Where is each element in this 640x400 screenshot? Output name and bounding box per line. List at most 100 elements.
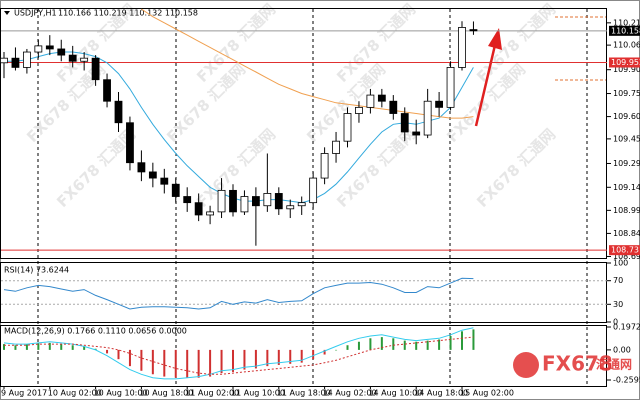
y-tick-label: 108.990 [613,206,640,215]
chart-title: USDJPY,H1 [14,9,57,18]
candle-body [0,57,8,64]
macd-bar [392,338,395,350]
candle-body [251,196,260,207]
candle-body [229,189,237,213]
macd-bar [186,349,189,378]
logo-icon [513,352,539,378]
arrow-head [488,28,502,50]
logo-brand: FX678 [542,352,613,376]
candle-body [91,57,100,81]
macd-bar [369,338,372,350]
candle-body [446,67,455,108]
macd-bar [37,342,40,350]
logo-cn: 汇通网 [596,357,632,372]
macd-bar [209,349,212,377]
candle-body [11,57,20,68]
macd-bar [380,337,383,350]
macd-bar [335,349,338,351]
candle-body [400,113,409,133]
candle-body [80,57,89,62]
y-tick-label: 109.295 [613,159,640,168]
candle-body [217,189,226,213]
macd-bar [289,349,292,364]
macd-bar [449,335,452,350]
x-tick-label: 15 Aug 02:00 [460,389,514,398]
y-tick-label: 0.1972 [613,323,640,332]
macd-bar [140,349,143,371]
x-tick-label: 14 Aug 02:00 [323,389,377,398]
arrow-shaft [474,44,497,127]
y-tick-label: 30 [613,300,623,309]
y-tick-label: 110.210 [613,18,640,27]
moving-average [141,8,474,119]
y-tick-label: 108.690 [613,252,640,261]
x-tick-label: 10 Aug 02:00 [48,389,102,398]
candle-body [240,196,249,213]
macd-bar [472,329,475,350]
macd-bar [128,349,131,367]
y-tick-label: 100 [613,259,628,268]
candle-body [332,140,340,154]
candle-body [137,162,146,173]
x-tick-label: 11 Aug 10:00 [231,389,285,398]
candle-body [297,202,306,207]
rsi-panel [0,262,607,323]
candle-body [103,79,111,102]
y-tick-label: 109.140 [613,183,640,192]
macd-bar [48,342,51,350]
main-panel [0,8,607,259]
macd-bar [220,349,223,374]
macd-bar [312,349,315,360]
moving-average [4,51,474,204]
candle-body [343,113,352,142]
candle-body [469,29,478,32]
candle-body [423,100,432,136]
price-tag-label: 109.952 [611,58,640,67]
candle-body [114,100,123,124]
macd-bar [106,349,109,354]
macd-line [3,327,474,380]
candle-body [45,45,54,50]
candle-body [389,100,398,114]
candle-body [68,54,77,62]
menu-icon [4,11,10,15]
y-tick-label: 109.600 [613,112,640,121]
ohlc-readout: 110.166 110.219 110.132 110.158 [58,9,198,18]
candle-body [34,45,43,53]
candle-body [22,51,31,68]
macd-panel [0,325,607,387]
macd-bar [94,348,97,350]
candle-body [377,94,386,102]
y-tick-label: 110.065 [613,41,640,50]
macd-bar [14,345,17,350]
candle-body [206,211,215,216]
candle-body [194,202,203,216]
candle-body [148,171,157,179]
y-tick-label: 109.905 [613,65,640,74]
price-tag [609,245,640,256]
macd-bar [71,345,74,350]
y-tick-label: 0.00 [613,345,631,354]
candle-body [183,196,192,204]
y-tick-label: 108.840 [613,229,640,238]
candle-body [126,122,134,164]
macd-bar [197,349,200,378]
macd-bar [83,346,86,350]
x-tick-label: 10 Aug 18:00 [139,389,193,398]
candle-body [160,177,169,185]
macd-bar [151,349,154,375]
macd-bar [163,349,166,377]
y-tick-label: 109.750 [613,89,640,98]
candle-body [435,100,444,108]
x-tick-label: 11 Aug 18:00 [277,389,331,398]
x-tick-label: 9 Aug 2017 [1,389,47,398]
macd-bar [403,340,406,350]
macd-bar [243,349,246,370]
x-tick-label: 10 Aug 10:00 [94,389,148,398]
macd-bar [461,331,463,350]
macd-bar [266,349,269,367]
macd-bar [254,349,257,369]
macd-bar [357,341,360,350]
